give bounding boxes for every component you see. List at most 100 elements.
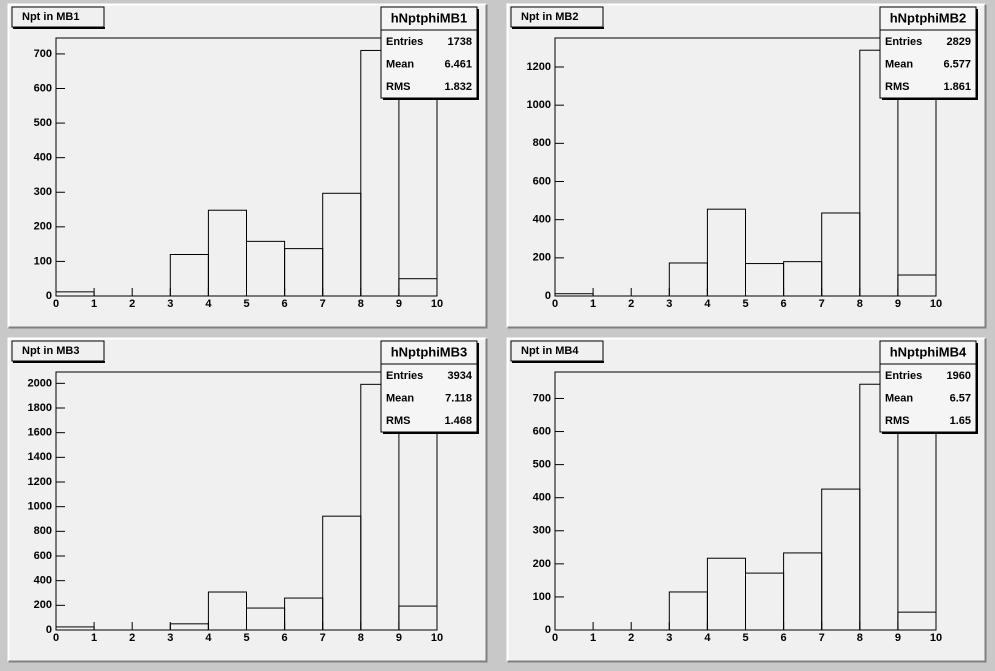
y-tick-label: 0 <box>545 624 551 636</box>
y-tick-label: 1800 <box>28 402 52 414</box>
x-tick-label: 3 <box>167 298 173 310</box>
pad: 0 100 200 300 400 500 600 700 0 1 2 3 4 5 6 7 8 9 10 Npt in… <box>7 3 488 329</box>
stats-box <box>380 6 478 99</box>
pad-bevel-light <box>506 337 986 662</box>
y-tick-label: 500 <box>533 459 551 471</box>
stats-name: hNptphiMB1 <box>391 10 468 25</box>
y-tick-label: 200 <box>34 221 52 233</box>
x-tick-label: 4 <box>704 632 711 644</box>
stats-box <box>380 340 478 433</box>
stats-value: 1960 <box>947 370 971 382</box>
stats-name: hNptphiMB2 <box>890 10 967 25</box>
pad-bevel-dark <box>507 4 987 329</box>
x-tick-label: 4 <box>205 298 212 310</box>
y-tick-label: 1600 <box>28 427 52 439</box>
y-tick-label: 0 <box>46 290 52 302</box>
stats-shadow <box>882 343 978 434</box>
chart-title: Npt in MB1 <box>22 11 79 23</box>
stats-box <box>879 340 977 433</box>
stats-value: 1.861 <box>943 81 971 93</box>
x-tick-label: 7 <box>819 632 825 644</box>
x-tick-label: 0 <box>53 298 59 310</box>
histogram-bar <box>360 383 400 631</box>
stats-label: RMS <box>386 81 410 93</box>
histogram-bar <box>859 49 899 297</box>
pad-bevel-dark <box>8 4 488 329</box>
x-tick-label: 9 <box>396 298 402 310</box>
pad-bevel-light <box>7 3 487 328</box>
y-tick-label: 800 <box>34 525 52 537</box>
y-tick-label: 1000 <box>28 501 52 513</box>
x-tick-label: 1 <box>590 298 596 310</box>
x-tick-label: 9 <box>895 632 901 644</box>
stats-shadow <box>882 9 978 100</box>
y-tick-label: 1400 <box>28 451 52 463</box>
stats-label: Mean <box>386 392 414 404</box>
x-tick-label: 0 <box>552 632 558 644</box>
x-tick-label: 2 <box>628 632 634 644</box>
pad-bevel-dark <box>507 338 987 663</box>
stats-name: hNptphiMB4 <box>890 344 967 359</box>
pad-bevel-light <box>7 337 487 662</box>
y-tick-label: 100 <box>533 591 551 603</box>
stats-label: Entries <box>386 370 423 382</box>
stats-label: Mean <box>885 392 913 404</box>
x-tick-label: 6 <box>781 298 787 310</box>
pad: 0 200 400 600 800 1000 1200 1400 1600 1800 2000 0 1 2… <box>7 337 488 663</box>
x-tick-label: 7 <box>320 632 326 644</box>
x-tick-label: 0 <box>552 298 558 310</box>
y-tick-label: 600 <box>533 425 551 437</box>
stats-label: Entries <box>885 370 922 382</box>
y-tick-label: 400 <box>533 214 551 226</box>
stats-value: 6.577 <box>943 58 971 70</box>
x-tick-label: 10 <box>930 632 942 644</box>
x-tick-label: 1 <box>91 298 97 310</box>
stats-value: 1.468 <box>444 415 472 427</box>
x-tick-label: 6 <box>781 632 787 644</box>
y-tick-label: 300 <box>34 186 52 198</box>
y-tick-label: 0 <box>46 624 52 636</box>
chart-title: Npt in MB2 <box>521 11 578 23</box>
stats-value: 3934 <box>448 370 473 382</box>
x-tick-label: 8 <box>358 632 364 644</box>
histogram-bar <box>897 611 937 631</box>
histogram-bar <box>706 208 746 297</box>
stats-value: 1.65 <box>950 415 971 427</box>
y-tick-label: 700 <box>533 392 551 404</box>
x-tick-label: 8 <box>857 298 863 310</box>
stats-label: Mean <box>386 58 414 70</box>
stats-label: Mean <box>885 58 913 70</box>
x-tick-label: 10 <box>431 298 443 310</box>
x-tick-label: 8 <box>358 298 364 310</box>
stats-label: RMS <box>386 415 410 427</box>
pad: 0 200 400 600 800 1000 1200 0 1 2 3 4 5 6 7 8 9 10 Npt in … <box>506 3 987 329</box>
y-tick-label: 500 <box>34 117 52 129</box>
x-tick-label: 6 <box>282 632 288 644</box>
stats-label: Entries <box>885 36 922 48</box>
stats-value: 6.57 <box>950 392 971 404</box>
histogram-bar <box>398 278 438 297</box>
y-tick-label: 400 <box>533 492 551 504</box>
stats-shadow <box>383 343 479 434</box>
histogram-bar <box>398 605 438 631</box>
x-tick-label: 4 <box>205 632 212 644</box>
stats-value: 2829 <box>947 36 971 48</box>
y-tick-label: 1200 <box>527 61 551 73</box>
stats-label: Entries <box>386 36 423 48</box>
x-tick-label: 3 <box>666 298 672 310</box>
y-tick-label: 100 <box>34 255 52 267</box>
x-tick-label: 8 <box>857 632 863 644</box>
x-tick-label: 5 <box>243 298 249 310</box>
histogram-bar <box>897 274 937 297</box>
y-tick-label: 800 <box>533 137 551 149</box>
x-tick-label: 2 <box>129 298 135 310</box>
pad: 0 100 200 300 400 500 600 700 0 1 2 3 4 5 6 7 8 9 10 Npt in… <box>506 337 987 663</box>
stats-label: RMS <box>885 81 909 93</box>
x-tick-label: 5 <box>742 632 748 644</box>
stats-value: 7.118 <box>445 392 472 404</box>
y-tick-label: 400 <box>34 575 52 587</box>
stats-value: 1.832 <box>444 81 472 93</box>
x-tick-label: 10 <box>930 298 942 310</box>
y-tick-label: 300 <box>533 525 551 537</box>
